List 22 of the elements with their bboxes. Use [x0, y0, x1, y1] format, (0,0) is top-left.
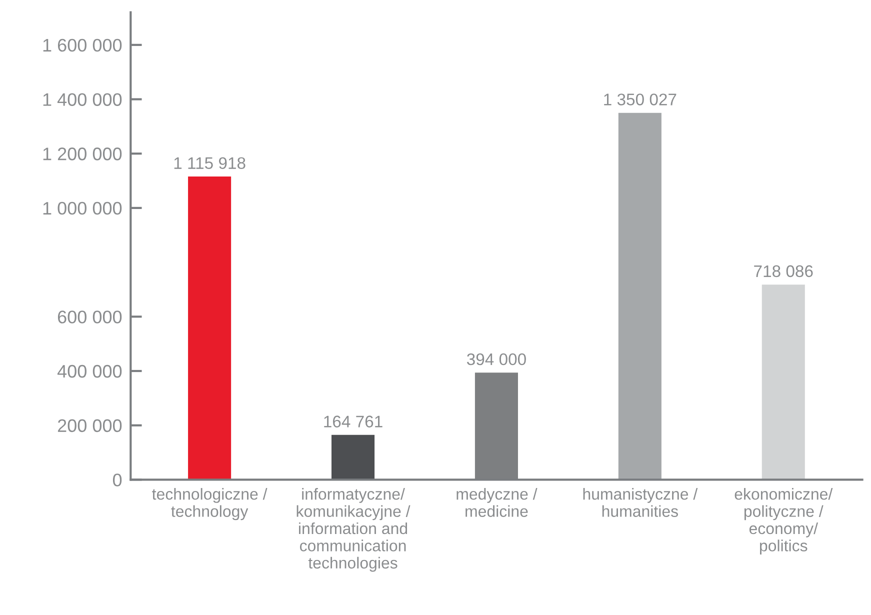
- x-tick-label: informatyczne/ komunikacyjne / information and communication technologies: [296, 488, 410, 572]
- data-label: 1 115 918: [174, 157, 246, 169]
- y-tick-label: 1 000 000: [43, 202, 122, 215]
- bar: [188, 176, 232, 480]
- y-tick-label: 1 400 000: [43, 93, 122, 106]
- y-tick-label: 400 000: [57, 364, 122, 378]
- x-tick-label: medyczne / medicine: [456, 488, 538, 517]
- bar: [331, 434, 375, 480]
- data-label: 164 761: [324, 416, 382, 428]
- data-label: 394 000: [466, 353, 526, 366]
- bar: [618, 112, 662, 480]
- y-tick-label: 200 000: [58, 419, 122, 432]
- x-tick-label: humanistyczne / humanities: [583, 488, 698, 517]
- x-tick-label: ekonomiczne/ polityczne / economy/ politics: [734, 488, 833, 555]
- bar: [762, 284, 805, 480]
- data-label: 718 086: [754, 265, 813, 278]
- x-tick-label: technologiczne / technology: [152, 488, 268, 520]
- y-tick-label: 1 200 000: [43, 148, 122, 160]
- data-label: 1 350 027: [604, 94, 676, 106]
- y-tick-label: 0: [112, 474, 122, 486]
- y-tick-label: 600 000: [58, 310, 122, 324]
- y-tick-label: 1 600 000: [43, 38, 122, 52]
